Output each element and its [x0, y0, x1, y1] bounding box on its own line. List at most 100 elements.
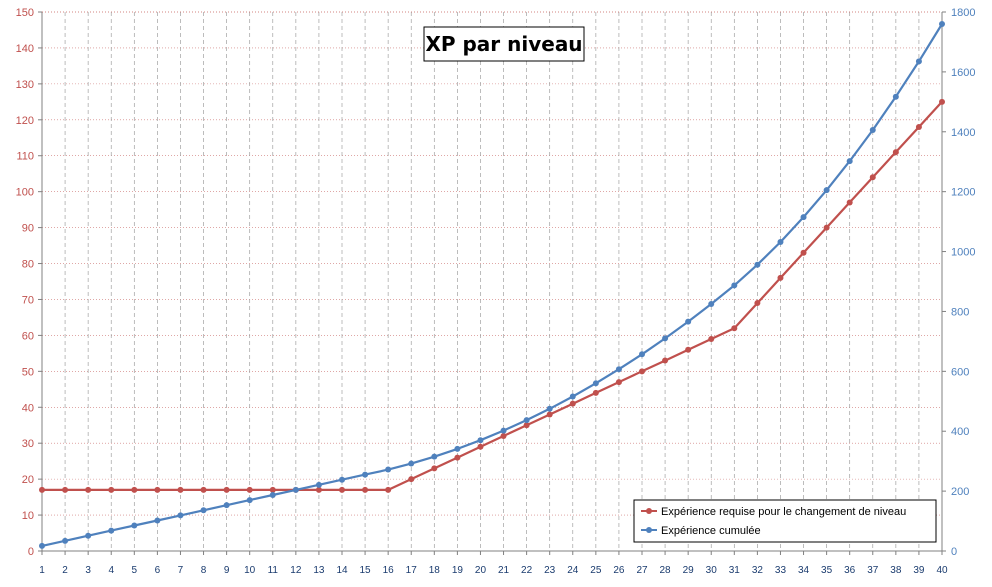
x-tick-label: 26 [613, 565, 625, 576]
data-point-required [108, 486, 115, 493]
data-point-cumulative [892, 93, 899, 100]
left-tick-label: 80 [22, 259, 34, 271]
x-tick-label: 1 [39, 565, 45, 576]
right-tick-label: 800 [951, 306, 969, 318]
x-tick-label: 17 [406, 565, 418, 576]
data-point-cumulative [315, 481, 322, 488]
x-tick-label: 3 [85, 565, 91, 576]
x-tick-label: 23 [544, 565, 556, 576]
data-point-cumulative [223, 502, 230, 509]
x-tick-label: 15 [360, 565, 372, 576]
chart-title: XP par niveau [425, 32, 582, 56]
left-tick-label: 40 [22, 402, 34, 414]
data-point-required [800, 249, 807, 256]
x-tick-label: 34 [798, 565, 810, 576]
right-tick-label: 1400 [951, 127, 975, 139]
left-tick-label: 120 [16, 115, 34, 127]
data-point-cumulative [546, 405, 553, 412]
x-tick-label: 12 [290, 565, 302, 576]
data-point-cumulative [708, 300, 715, 307]
x-tick-label: 31 [729, 565, 741, 576]
data-point-required [454, 454, 461, 461]
data-point-cumulative [385, 466, 392, 473]
series-layer [39, 20, 945, 549]
data-point-cumulative [292, 486, 299, 493]
left-tick-label: 70 [22, 294, 34, 306]
data-point-cumulative [85, 532, 92, 539]
left-tick-label: 130 [16, 79, 34, 91]
data-point-cumulative [408, 460, 415, 467]
data-point-required [592, 389, 599, 396]
data-point-required [408, 476, 415, 483]
x-tick-label: 19 [452, 565, 464, 576]
data-point-required [339, 486, 345, 493]
right-tick-label: 1000 [951, 247, 975, 259]
chart-title-box: XP par niveau [423, 26, 585, 62]
data-point-cumulative [639, 351, 645, 358]
data-point-required [892, 149, 899, 156]
right-tick-label: 0 [951, 546, 957, 558]
x-tick-label: 38 [890, 565, 902, 576]
left-tick-label: 100 [16, 187, 34, 199]
data-point-cumulative [339, 476, 345, 483]
data-point-cumulative [731, 282, 738, 289]
data-point-cumulative [662, 335, 669, 342]
data-point-required [708, 335, 715, 342]
left-tick-label: 30 [22, 438, 34, 450]
data-point-required [385, 486, 392, 493]
data-point-cumulative [269, 492, 276, 499]
x-tick-label: 18 [429, 565, 441, 576]
data-point-cumulative [177, 512, 184, 519]
x-tick-label: 13 [313, 565, 325, 576]
x-tick-label: 5 [132, 565, 138, 576]
data-point-cumulative [154, 517, 161, 524]
right-tick-label: 1600 [951, 67, 975, 79]
left-tick-label: 110 [16, 151, 34, 163]
data-point-required [869, 174, 876, 181]
data-point-required [731, 325, 738, 332]
data-point-required [662, 357, 669, 364]
data-point-required [315, 486, 322, 493]
data-point-required [269, 486, 276, 493]
left-axis-ticks: 0 10 20 30 40 50 60 70 80 90 100 110 120 130 140 150 [16, 7, 42, 558]
data-point-cumulative [500, 427, 507, 434]
data-point-required [615, 379, 622, 386]
data-point-cumulative [523, 417, 530, 424]
data-point-required [431, 465, 438, 472]
data-point-cumulative [846, 158, 853, 165]
x-tick-label: 25 [590, 565, 602, 576]
data-point-cumulative [869, 126, 876, 133]
legend-marker-cumulative [646, 527, 652, 533]
data-point-required [154, 486, 161, 493]
data-point-cumulative [685, 318, 692, 325]
data-point-cumulative [800, 214, 807, 221]
x-tick-label: 11 [268, 565, 279, 576]
right-axis-ticks: 0 200 400 600 800 1000 1200 1400 1600 1800 [942, 7, 975, 558]
series-line-cumulative [41, 23, 943, 547]
x-tick-label: 8 [201, 565, 207, 576]
data-point-cumulative [246, 497, 253, 504]
data-point-required [39, 486, 45, 493]
data-point-cumulative [39, 542, 45, 549]
x-tick-label: 37 [867, 565, 879, 576]
x-tick-label: 20 [475, 565, 487, 576]
data-point-cumulative [939, 20, 945, 27]
data-point-required [362, 486, 369, 493]
x-axis-ticks: 1 2 3 4 5 6 7 8 9 10 11 12 13 14 15 16 17 18 19 20 21 22 23 24 2… [39, 551, 948, 576]
data-point-required [177, 486, 184, 493]
x-tick-label: 36 [844, 565, 856, 576]
left-tick-label: 60 [22, 330, 34, 342]
x-tick-label: 21 [498, 565, 510, 576]
data-point-required [685, 346, 692, 353]
series-line-required [42, 101, 943, 491]
left-tick-label: 10 [22, 510, 34, 522]
x-tick-label: 27 [636, 565, 648, 576]
data-point-cumulative [754, 261, 761, 268]
x-tick-label: 29 [683, 565, 695, 576]
x-tick-label: 16 [383, 565, 395, 576]
data-point-required [200, 486, 207, 493]
right-tick-label: 600 [951, 366, 969, 378]
left-tick-label: 0 [28, 546, 34, 558]
data-point-cumulative [131, 522, 138, 529]
